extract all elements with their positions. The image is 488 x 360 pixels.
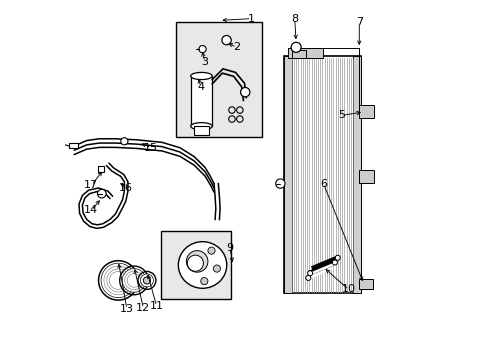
Text: 5: 5: [337, 111, 344, 121]
Circle shape: [305, 275, 310, 280]
Text: 8: 8: [290, 14, 298, 24]
Ellipse shape: [190, 123, 212, 130]
Text: 4: 4: [197, 82, 204, 92]
Text: 12: 12: [136, 303, 150, 314]
Circle shape: [122, 269, 145, 292]
Circle shape: [101, 263, 135, 298]
Text: 17: 17: [84, 180, 98, 190]
Bar: [190, 76, 212, 126]
Circle shape: [140, 274, 153, 287]
Bar: [176, 22, 262, 137]
Ellipse shape: [187, 255, 203, 271]
Text: 7: 7: [355, 17, 362, 27]
Circle shape: [332, 260, 337, 265]
Bar: [194, 126, 208, 135]
Circle shape: [222, 36, 231, 45]
Bar: [284, 56, 360, 293]
Circle shape: [207, 247, 215, 254]
Circle shape: [143, 277, 150, 284]
Bar: [98, 166, 104, 172]
Circle shape: [201, 278, 207, 285]
Ellipse shape: [190, 72, 212, 80]
Circle shape: [240, 87, 249, 97]
Bar: [291, 50, 305, 58]
Bar: [69, 143, 78, 148]
Ellipse shape: [186, 251, 207, 272]
Bar: [359, 279, 372, 289]
Text: 3: 3: [201, 57, 208, 67]
Text: 15: 15: [144, 143, 158, 153]
Text: 9: 9: [226, 243, 233, 253]
Circle shape: [275, 179, 285, 188]
Circle shape: [97, 189, 106, 198]
Text: 10: 10: [341, 284, 355, 294]
Bar: [359, 105, 373, 118]
Circle shape: [307, 271, 312, 276]
Circle shape: [121, 138, 128, 145]
Circle shape: [335, 255, 340, 260]
Bar: [287, 48, 323, 58]
Text: 2: 2: [233, 42, 240, 52]
Ellipse shape: [178, 242, 226, 288]
Text: 1: 1: [248, 14, 255, 24]
Bar: [359, 170, 373, 183]
Text: 16: 16: [119, 183, 133, 193]
Bar: [352, 56, 360, 293]
Bar: [284, 56, 291, 293]
Circle shape: [199, 45, 206, 53]
Text: 14: 14: [84, 206, 98, 216]
Text: 13: 13: [120, 304, 134, 314]
Circle shape: [213, 265, 220, 272]
Bar: [161, 231, 231, 299]
Text: 6: 6: [319, 179, 326, 189]
Text: 11: 11: [149, 301, 163, 311]
Circle shape: [290, 42, 301, 52]
